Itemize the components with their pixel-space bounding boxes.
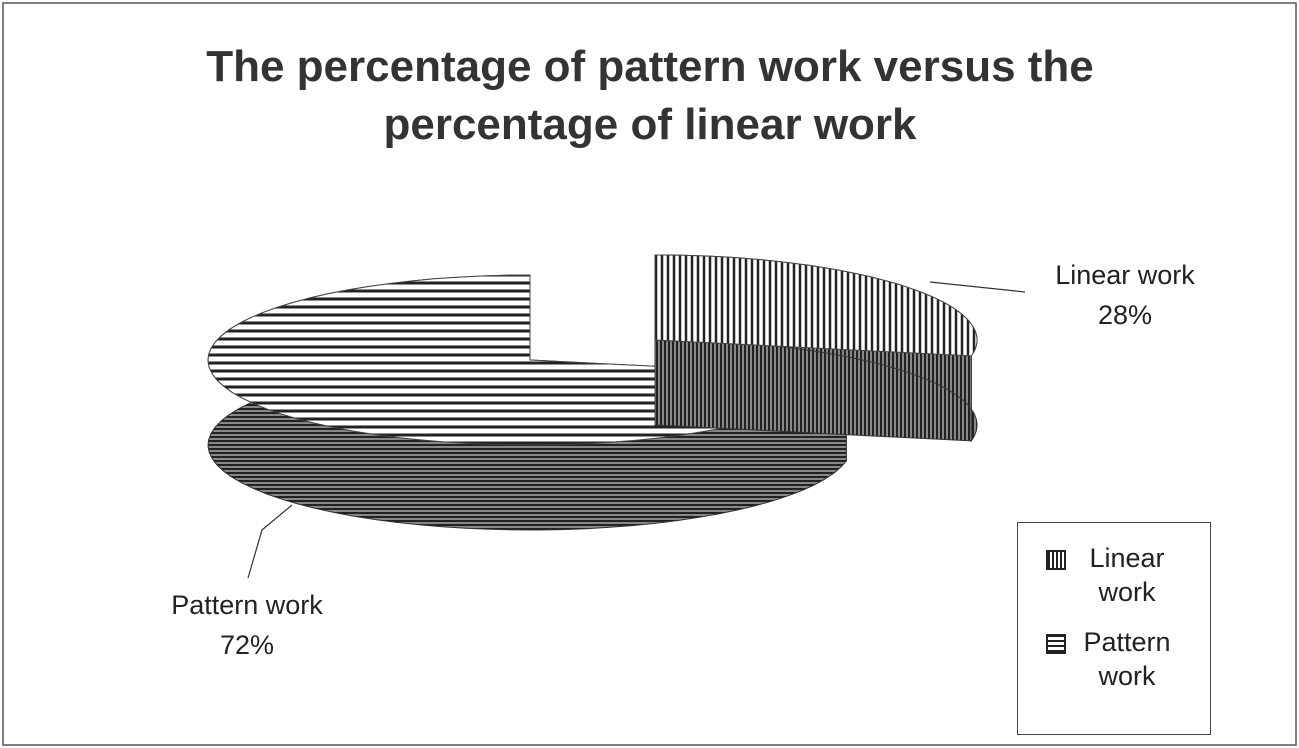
- legend-swatch: [1046, 634, 1066, 654]
- legend-item: Pattern work: [1046, 625, 1200, 693]
- legend: Linear work Pattern work: [1017, 522, 1211, 735]
- data-label-value: 28%: [1098, 300, 1152, 330]
- data-label-name: Pattern work: [171, 590, 323, 620]
- legend-swatch: [1046, 550, 1066, 570]
- legend-label: Pattern work: [1083, 627, 1171, 691]
- leader-line: [929, 281, 1026, 293]
- pie-slice: [654, 254, 978, 357]
- data-label-value: 72%: [220, 630, 274, 660]
- chart-title: The percentage of pattern work versus th…: [206, 42, 1094, 149]
- data-label-name: Linear work: [1055, 260, 1195, 290]
- legend-label: Linear work: [1089, 543, 1165, 607]
- leader-line: [247, 504, 293, 579]
- legend-item: Linear work: [1046, 541, 1200, 609]
